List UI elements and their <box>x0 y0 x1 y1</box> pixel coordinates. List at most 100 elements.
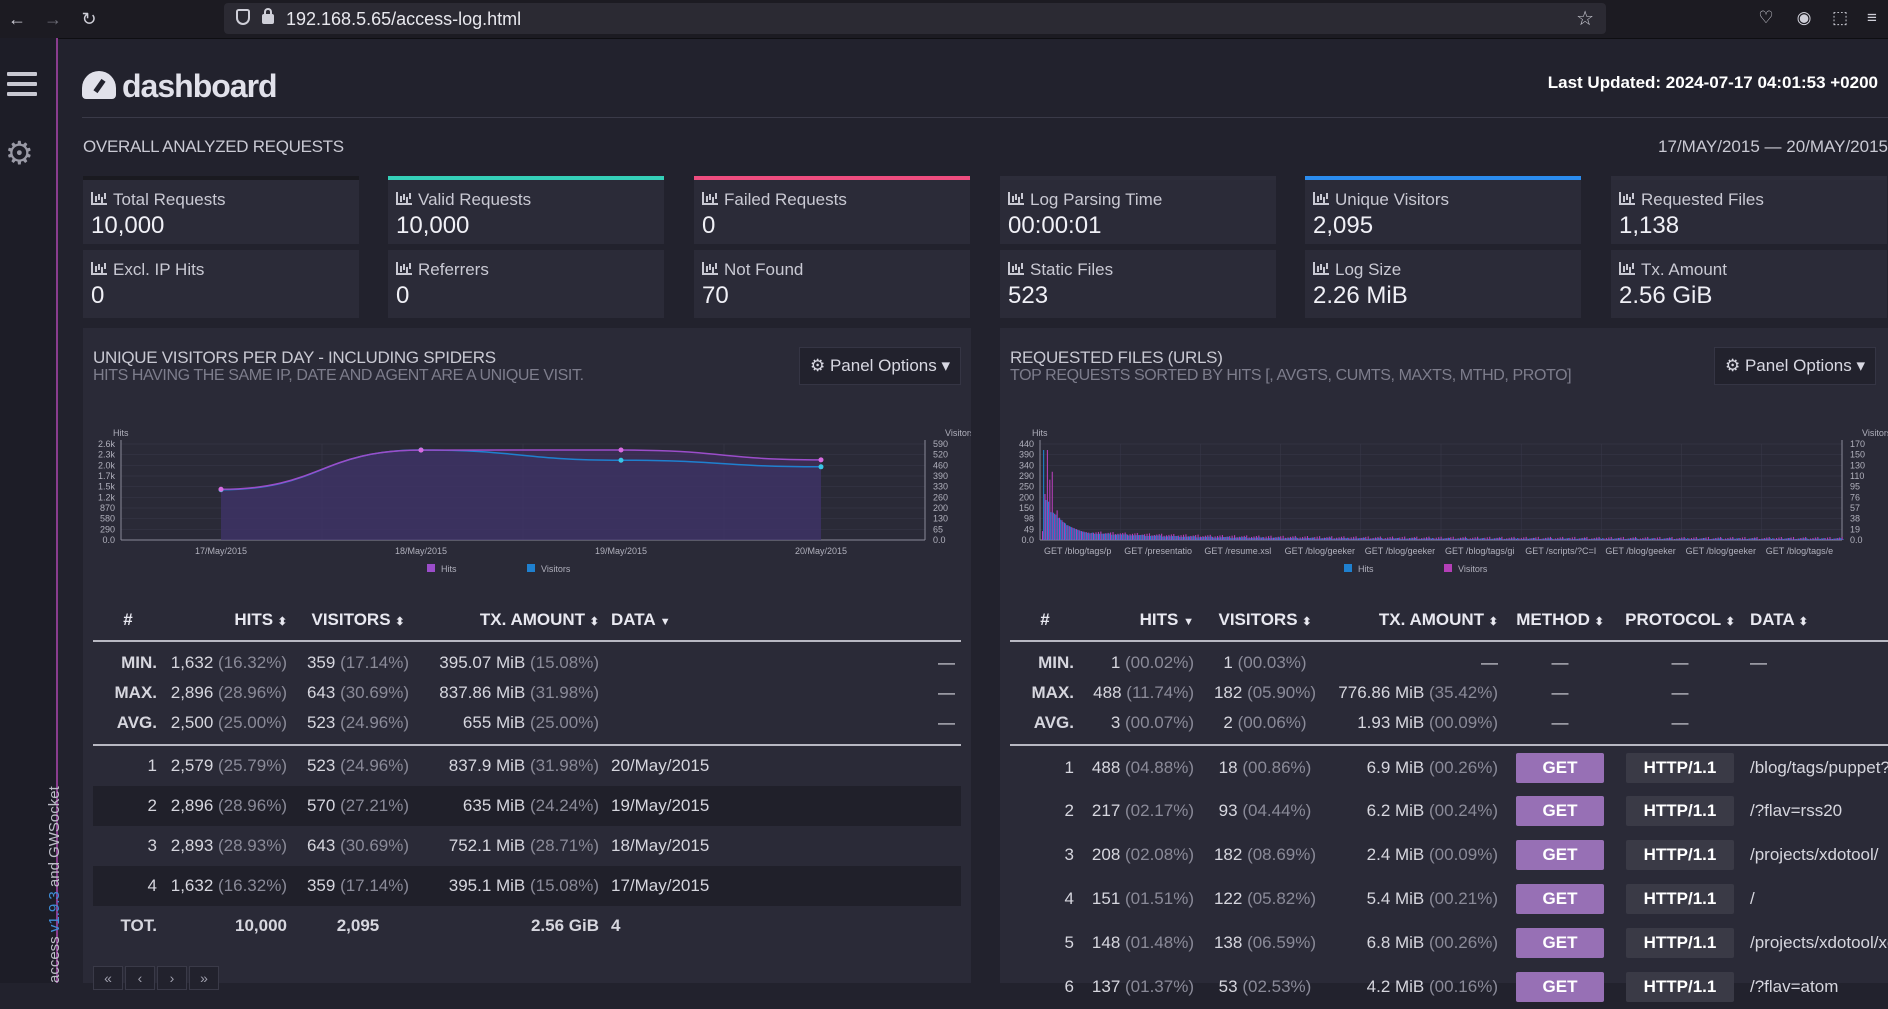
forward-icon[interactable]: → <box>44 9 62 29</box>
hits-bar <box>1791 539 1793 540</box>
stat-label: Unique Visitors <box>1313 190 1581 210</box>
stat-label: Failed Requests <box>702 190 970 210</box>
visitors-bar <box>1061 520 1063 540</box>
account-icon[interactable]: ◉ <box>1796 8 1812 27</box>
hits-bar <box>1273 537 1276 540</box>
visitors-bar <box>1066 525 1068 540</box>
table-row[interactable]: 2 2,896 (28.96%) 570 (27.21%) 635 MiB (24.2… <box>93 786 961 826</box>
pager-button[interactable]: › <box>157 966 187 990</box>
pocket-icon[interactable]: ♡ <box>1758 8 1774 27</box>
hits-bar <box>1743 539 1745 540</box>
y2-tick-label: 110 <box>1850 471 1864 481</box>
pager-button[interactable]: » <box>189 966 219 990</box>
hits-bar <box>1662 538 1664 540</box>
url-text[interactable]: 192.168.5.65/access-log.html <box>286 9 522 29</box>
table-row[interactable]: 1 488 (04.88%) 18 (00.86%) 6.9 MiB (00.26%)… <box>1010 745 1888 789</box>
hits-bar <box>1184 536 1186 540</box>
pager-button[interactable]: « <box>93 966 123 990</box>
pager-button[interactable]: ‹ <box>125 966 155 990</box>
visitors-bar <box>1411 537 1413 540</box>
hits-bar <box>1167 536 1169 540</box>
hits-bar <box>1376 538 1378 540</box>
app-logo[interactable]: dashboard <box>82 68 278 105</box>
visitors-bar <box>1263 537 1265 540</box>
hits-bar <box>1242 537 1244 540</box>
visitors-bar <box>1608 537 1610 540</box>
shield-icon[interactable] <box>236 9 250 25</box>
request-path: /?flav=atom <box>1750 977 1839 996</box>
table-row[interactable]: 5 148 (01.48%) 138 (06.59%) 6.8 MiB (00.26%… <box>1010 921 1888 965</box>
hits-bar <box>1077 529 1079 540</box>
stat-label: Not Found <box>702 260 970 280</box>
extensions-icon[interactable]: ⬚ <box>1831 8 1849 27</box>
table-row[interactable]: 6 137 (01.37%) 53 (02.53%) 4.2 MiB (00.16%)… <box>1010 965 1888 1009</box>
version-link[interactable]: v1.9.3 <box>46 891 63 933</box>
hits-bar <box>1781 538 1783 540</box>
table-row[interactable]: 4 151 (01.51%) 122 (05.82%) 5.4 MiB (00.21%… <box>1010 877 1888 921</box>
gear-icon[interactable]: ⚙ <box>5 135 34 171</box>
visitors-bar <box>1549 536 1552 540</box>
lock-icon[interactable] <box>262 8 274 24</box>
hits-bar <box>1276 537 1278 540</box>
x-tick-label: GET /scripts/?C=I <box>1525 546 1596 556</box>
table-row[interactable]: 1 2,579 (25.79%) 523 (24.96%) 837.9 MiB (31… <box>147 756 710 775</box>
col-tx-amount[interactable]: TX. AMOUNT ⬍ <box>1330 600 1504 642</box>
col-data[interactable]: DATA ▼ <box>605 600 961 642</box>
table-row[interactable]: 2 217 (02.17%) 93 (04.44%) 6.2 MiB (00.24%)… <box>1010 789 1888 833</box>
visitors-bar <box>1763 537 1765 540</box>
visitors-bar <box>1610 536 1612 540</box>
table-row[interactable]: 4 1,632 (16.32%) 359 (17.14%) 395.1 MiB (15… <box>93 866 961 906</box>
summary-row-min: MIN. 1 (00.02%) 1 (00.03%) — — — — <box>1038 653 1767 672</box>
bar-chart-icon <box>396 192 412 205</box>
visitors-bar <box>1523 537 1525 540</box>
visitors-bar <box>1532 537 1535 540</box>
col-protocol[interactable]: PROTOCOL ⬍ <box>1616 600 1744 642</box>
table-row[interactable]: 3 208 (02.08%) 182 (08.69%) 2.4 MiB (00.09%… <box>1010 833 1888 877</box>
stat-value: 2.56 GiB <box>1619 282 1713 309</box>
panel-options-button[interactable]: ⚙ Panel Options ▾ <box>1714 347 1876 385</box>
hits-bar <box>1436 538 1438 540</box>
visitors-bar <box>1620 537 1622 540</box>
visitors-bar <box>1353 536 1355 540</box>
visitors-bar <box>1202 536 1204 540</box>
hits-bar <box>1225 536 1227 540</box>
back-icon[interactable]: ← <box>8 9 26 29</box>
hits-bar <box>1232 537 1234 540</box>
col-hits[interactable]: HITS ⬍ <box>163 600 293 642</box>
menu-icon[interactable]: ≡ <box>1867 8 1877 27</box>
bookmark-star-icon[interactable]: ☆ <box>1576 8 1594 30</box>
request-path: /?flav=rss20 <box>1750 801 1843 820</box>
visitors-bar <box>1688 538 1690 540</box>
col-hits[interactable]: HITS ▼ <box>1080 600 1200 642</box>
reload-icon[interactable]: ↻ <box>81 9 97 29</box>
hits-bar <box>1322 538 1324 540</box>
visitors-bar <box>1678 537 1680 540</box>
hits-area <box>221 450 821 540</box>
col-tx-amount[interactable]: TX. AMOUNT ⬍ <box>423 600 605 642</box>
hits-bar <box>1495 538 1497 540</box>
col-visitors[interactable]: VISITORS ⬍ <box>1200 600 1330 642</box>
hits-bar <box>1249 537 1251 540</box>
visitors-bar <box>1440 536 1442 540</box>
visitors-bar <box>1095 532 1097 540</box>
hits-bar <box>1378 538 1380 540</box>
hits-bar <box>1706 539 1708 540</box>
panel-options-button[interactable]: ⚙ Panel Options ▾ <box>799 347 961 385</box>
hits-bar <box>1529 538 1531 540</box>
hits-bar <box>1385 538 1387 540</box>
visitors-bar <box>1634 536 1637 540</box>
x-tick-label: GET /blog/geeker <box>1285 546 1355 556</box>
table-row[interactable]: 3 2,893 (28.93%) 643 (30.69%) 752.1 MiB (28… <box>147 836 710 855</box>
y-axis-label: Hits <box>1032 428 1048 438</box>
legend-swatch <box>1344 564 1352 572</box>
hits-bar <box>1417 539 1419 540</box>
hamburger-menu-icon[interactable] <box>7 72 37 98</box>
address-bar[interactable]: 192.168.5.65/access-log.html ☆ <box>224 3 1606 34</box>
x-tick-label: GET /blog/geeker <box>1605 546 1675 556</box>
col-visitors[interactable]: VISITORS ⬍ <box>293 600 423 642</box>
hits-bar <box>1585 538 1587 540</box>
col-data[interactable]: DATA ⬍ <box>1744 600 1888 642</box>
hits-bar <box>1108 533 1110 540</box>
visitors-bar <box>1389 537 1391 540</box>
col-method[interactable]: METHOD ⬍ <box>1504 600 1616 642</box>
